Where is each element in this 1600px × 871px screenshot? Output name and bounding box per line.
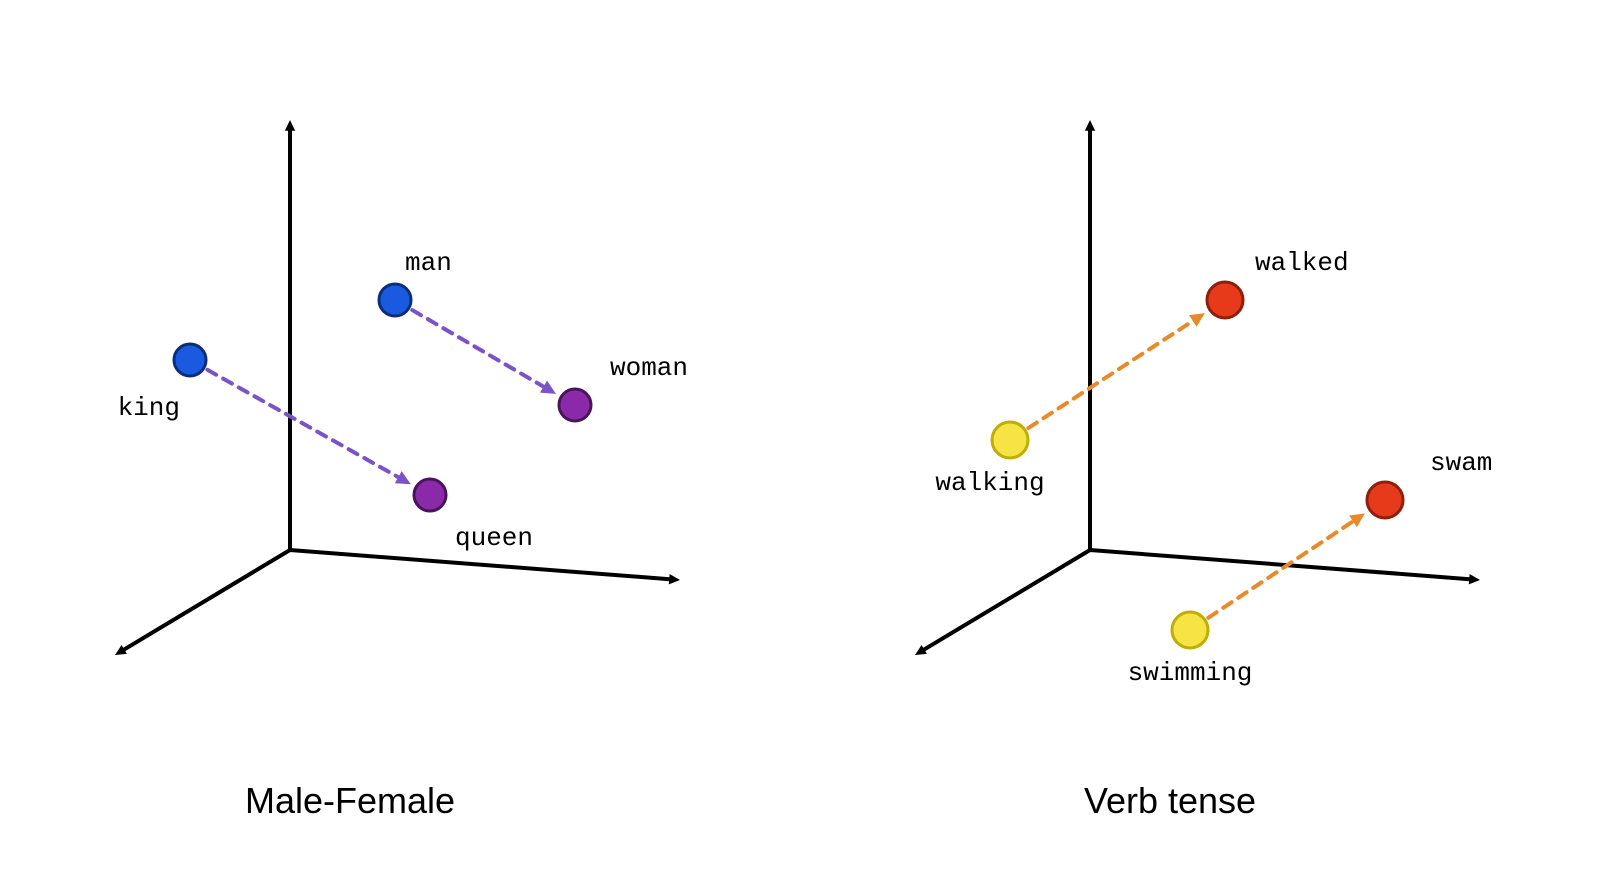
label-woman: woman: [610, 353, 688, 383]
label-walking: walking: [935, 468, 1044, 498]
left-diagram: king man woman queen: [60, 50, 760, 700]
point-walked: [1207, 282, 1243, 318]
label-queen: queen: [455, 523, 533, 553]
point-queen: [414, 479, 446, 511]
right-diagram: walking walked swimming swam: [860, 50, 1560, 700]
label-swimming: swimming: [1128, 658, 1253, 688]
left-panel: king man woman queen: [60, 50, 760, 700]
right-caption: Verb tense: [960, 780, 1380, 822]
label-king: king: [118, 393, 180, 423]
label-walked: walked: [1255, 248, 1349, 278]
figure-container: kingmanwomanqueen Male-Female walkingwal…: [0, 0, 1600, 871]
point-swimming: [1172, 612, 1208, 648]
label-swam: swam: [1430, 448, 1492, 478]
right-panel: walking walked swimming swam: [860, 50, 1560, 700]
point-king: [174, 344, 206, 376]
point-man: [379, 284, 411, 316]
label-man: man: [405, 248, 452, 278]
point-walking: [992, 422, 1028, 458]
point-swam: [1367, 482, 1403, 518]
left-caption: Male-Female: [140, 780, 560, 822]
point-woman: [559, 389, 591, 421]
